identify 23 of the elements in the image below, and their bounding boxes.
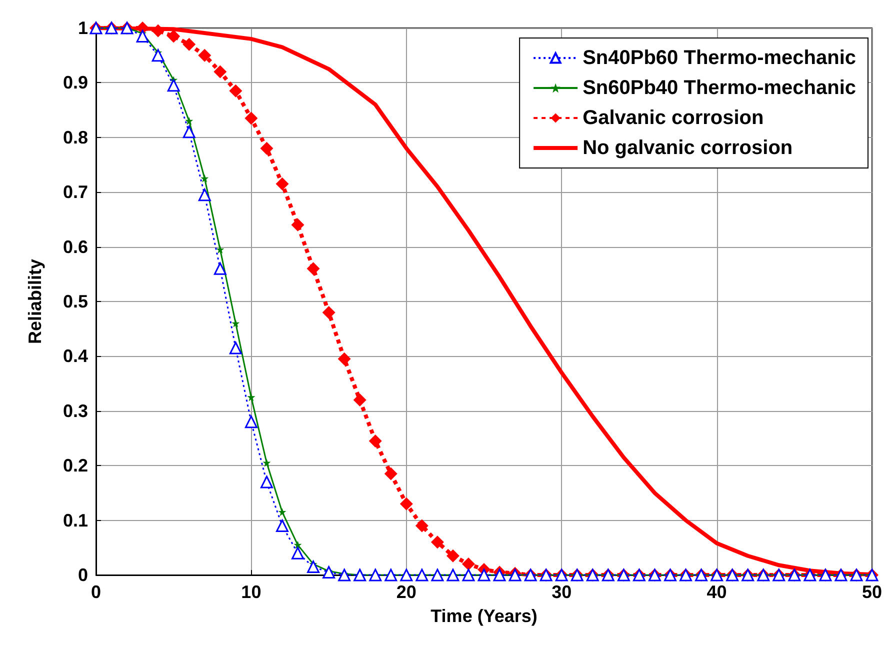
x-tick-label: 20 (396, 582, 416, 602)
y-tick-label: 0.5 (62, 292, 88, 312)
legend-label: No galvanic corrosion (582, 137, 793, 159)
x-tick-label: 40 (706, 582, 727, 602)
y-tick-label: 0.3 (62, 400, 88, 421)
y-tick-label: 0.6 (62, 236, 88, 257)
y-axis-title: Reliability (25, 258, 45, 344)
y-tick-label: 0.9 (62, 72, 88, 93)
x-tick-label: 30 (552, 582, 572, 602)
y-tick-label: 0.4 (62, 346, 88, 366)
x-axis-title: Time (Years) (430, 606, 538, 626)
legend-label: Sn60Pb40 Thermo-mechanic (582, 77, 856, 99)
x-tick-label: 50 (862, 582, 882, 602)
y-tick-label: 1 (78, 18, 88, 38)
y-tick-label: 0.7 (62, 182, 88, 202)
legend-label: Galvanic corrosion (582, 107, 764, 129)
y-tick-label: 0 (78, 565, 88, 585)
y-tick-label: 0.2 (62, 456, 88, 476)
x-tick-label: 10 (241, 582, 262, 602)
y-tick-label: 0.8 (62, 127, 88, 148)
legend-label: Sn40Pb60 Thermo-mechanic (582, 47, 856, 69)
x-tick-label: 0 (90, 582, 102, 602)
y-tick-label: 0.1 (62, 510, 88, 530)
